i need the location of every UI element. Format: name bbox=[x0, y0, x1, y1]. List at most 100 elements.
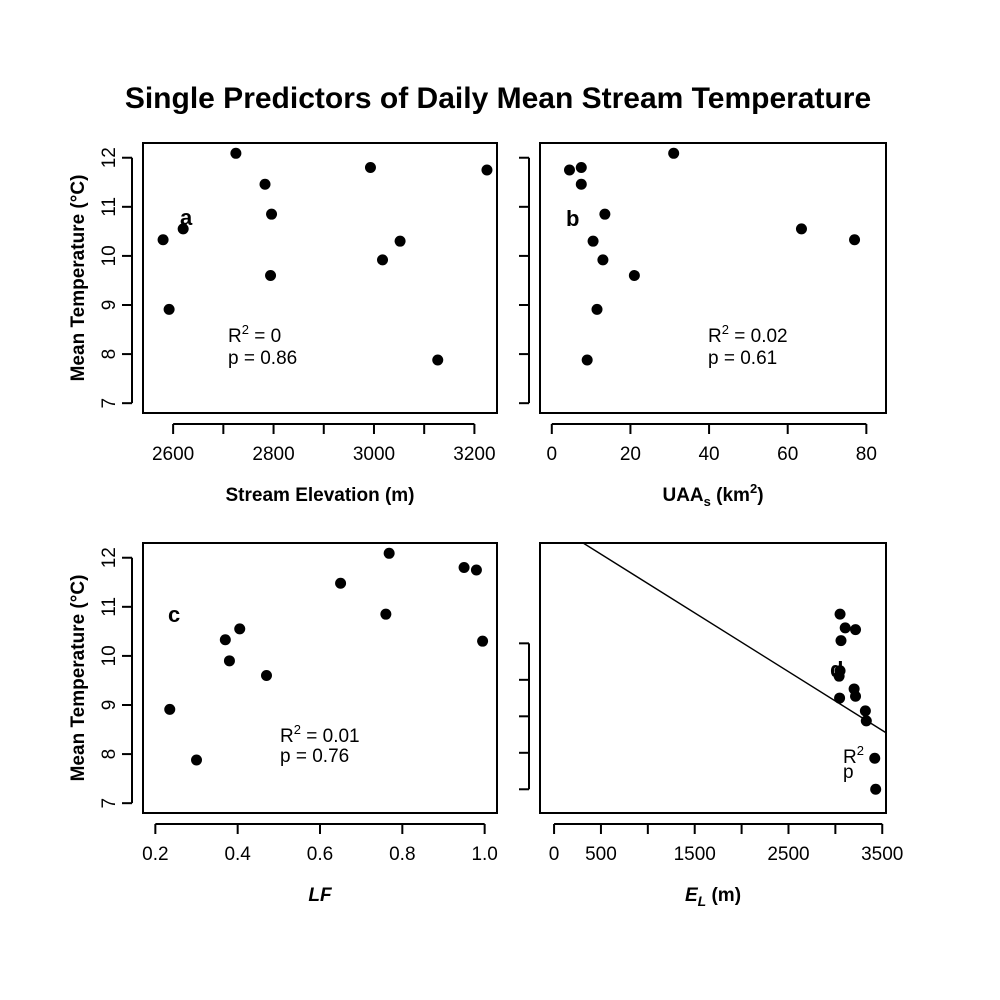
data-point-a bbox=[177, 223, 189, 235]
data-point-c bbox=[383, 547, 395, 559]
y-tick-label-a: 8 bbox=[99, 349, 120, 360]
data-point-d bbox=[859, 705, 871, 717]
y-tick-label-c: 11 bbox=[99, 597, 120, 617]
data-point-d bbox=[860, 715, 872, 727]
data-point-d bbox=[835, 635, 847, 647]
x-tick-label-a: 2800 bbox=[252, 444, 294, 465]
panel-letter-a: a bbox=[180, 205, 193, 230]
data-point-a bbox=[432, 354, 444, 366]
panel-a: 2600 2800 3000 3200 7 8 9 10 11 12 Stream Elevatio… bbox=[68, 142, 498, 506]
data-point-b bbox=[795, 223, 807, 235]
data-point-d bbox=[870, 783, 882, 795]
data-point-a bbox=[266, 208, 278, 220]
x-axis-label-c: LF bbox=[308, 885, 333, 906]
data-point-c bbox=[164, 703, 176, 715]
data-point-b bbox=[849, 234, 861, 246]
x-tick-label-d: 0 bbox=[549, 844, 560, 865]
data-point-d bbox=[833, 670, 845, 682]
x-axis-label-d: EL (m) bbox=[685, 885, 741, 909]
data-point-d bbox=[850, 624, 862, 636]
y-tick-label-c: 12 bbox=[99, 547, 120, 568]
x-tick-label-d: 500 bbox=[585, 844, 617, 865]
y-tick-label-a: 9 bbox=[99, 300, 120, 311]
data-point-b bbox=[581, 354, 593, 366]
y-tick-label-c: 7 bbox=[99, 798, 120, 809]
r-squared-label-b: R2 = 0.02 bbox=[708, 322, 788, 347]
x-tick-label-d: 2500 bbox=[767, 844, 809, 865]
data-point-b bbox=[597, 254, 609, 266]
y-tick-label-c: 8 bbox=[99, 749, 120, 760]
panel-letter-b: b bbox=[566, 206, 579, 231]
plot-frame-a bbox=[142, 142, 498, 414]
p-value-label-c: p = 0.76 bbox=[280, 746, 349, 767]
data-point-c bbox=[458, 562, 470, 574]
plot-frame-d bbox=[539, 542, 887, 814]
panel-letter-c: c bbox=[168, 602, 180, 627]
x-tick-label-b: 0 bbox=[547, 444, 558, 465]
x-tick-label-c: 0.4 bbox=[224, 844, 251, 865]
r-squared-label-c: R2 = 0.01 bbox=[280, 722, 360, 747]
data-point-b bbox=[668, 147, 680, 159]
x-tick-label-b: 20 bbox=[620, 444, 641, 465]
data-point-c bbox=[380, 608, 392, 620]
x-tick-label-a: 3200 bbox=[453, 444, 495, 465]
data-point-a bbox=[230, 147, 242, 159]
plot-frame-b bbox=[539, 142, 887, 414]
x-tick-label-c: 0.6 bbox=[307, 844, 333, 865]
data-point-c bbox=[260, 670, 272, 682]
plot-frame-c bbox=[142, 542, 498, 814]
x-tick-label-a: 2600 bbox=[152, 444, 194, 465]
panel-letter-d: d bbox=[830, 657, 843, 682]
x-tick-label-a: 3000 bbox=[353, 444, 395, 465]
p-value-label-d: p bbox=[843, 762, 854, 783]
data-point-a bbox=[481, 164, 493, 176]
x-tick-label-b: 80 bbox=[856, 444, 877, 465]
data-point-a bbox=[163, 303, 175, 315]
data-point-c bbox=[191, 754, 203, 766]
data-point-d bbox=[834, 692, 846, 704]
r-squared-label-a: R2 = 0 bbox=[228, 322, 281, 347]
y-axis-label-c: Mean Temperature (°C) bbox=[68, 575, 89, 782]
data-point-b bbox=[575, 178, 587, 190]
figure-title: Single Predictors of Daily Mean Stream T… bbox=[125, 82, 871, 115]
data-point-b bbox=[628, 270, 640, 282]
data-point-a bbox=[265, 270, 277, 282]
data-point-b bbox=[591, 303, 603, 315]
data-point-c bbox=[335, 577, 347, 589]
x-tick-label-b: 40 bbox=[698, 444, 719, 465]
data-point-a bbox=[394, 235, 406, 247]
data-point-d bbox=[839, 622, 851, 634]
panel-d: 0 500 1500 2500 3500 EL (m) d R2p bbox=[519, 542, 903, 909]
y-tick-label-c: 10 bbox=[99, 645, 120, 666]
y-tick-label-a: 11 bbox=[99, 197, 120, 217]
y-tick-label-c: 9 bbox=[99, 700, 120, 711]
data-point-a bbox=[377, 254, 389, 266]
p-value-label-b: p = 0.61 bbox=[708, 348, 777, 369]
data-point-c bbox=[470, 564, 482, 576]
x-axis-label-a: Stream Elevation (m) bbox=[226, 485, 415, 506]
panel-c: 0.2 0.4 0.6 0.8 1.0 7 8 9 10 11 12 LF Mean Temperatu… bbox=[68, 542, 498, 906]
data-point-b bbox=[575, 162, 587, 174]
data-point-c bbox=[234, 623, 246, 635]
data-point-b bbox=[563, 164, 575, 176]
r-squared-label-d: R2 bbox=[843, 743, 864, 768]
data-point-b bbox=[587, 235, 599, 247]
data-point-a bbox=[157, 234, 169, 246]
data-point-c bbox=[477, 635, 489, 647]
data-point-a bbox=[259, 178, 271, 190]
p-value-label-a: p = 0.86 bbox=[228, 348, 297, 369]
data-point-d bbox=[850, 690, 862, 702]
data-point-a bbox=[364, 162, 376, 174]
x-tick-label-d: 3500 bbox=[861, 844, 903, 865]
x-tick-label-c: 0.8 bbox=[389, 844, 415, 865]
x-axis-label-b: UAAs (km2) bbox=[662, 481, 763, 509]
y-axis-label-a: Mean Temperature (°C) bbox=[68, 175, 89, 382]
x-tick-label-b: 60 bbox=[777, 444, 798, 465]
y-tick-label-a: 12 bbox=[99, 147, 120, 168]
y-tick-label-a: 7 bbox=[99, 398, 120, 409]
data-point-c bbox=[223, 655, 235, 667]
data-point-b bbox=[599, 208, 611, 220]
data-point-c bbox=[219, 634, 231, 646]
